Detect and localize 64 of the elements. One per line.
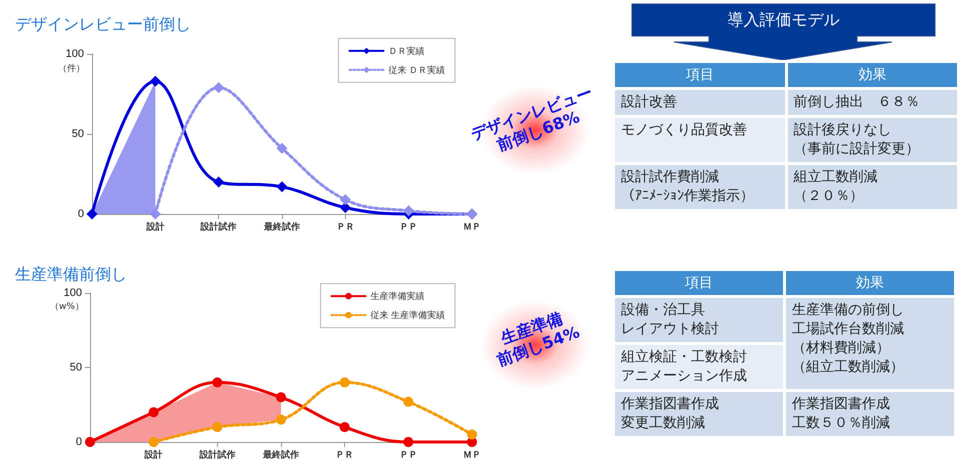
text: 生産準備の前倒し工場試作台数削減（材料費削減）（組立工数削減） <box>792 301 905 377</box>
text: 作業指図書作成工数５０％削減 <box>792 395 891 433</box>
x-tick-label: 設計試作 <box>200 222 237 232</box>
point <box>276 181 288 192</box>
point <box>213 82 224 94</box>
text: 組立工数削減（２０％） <box>794 168 878 206</box>
text: 項目 <box>615 63 784 87</box>
point <box>148 437 159 447</box>
y-axis-title: （件） <box>58 62 85 75</box>
text: 設計改善 <box>621 93 678 112</box>
text: 項目 <box>615 271 783 295</box>
x-tick-label: 最終試作 <box>262 450 299 460</box>
text: 効果 <box>788 63 957 87</box>
point <box>340 422 350 432</box>
x-tick-label: ＰＲ <box>336 450 354 460</box>
y-tick-label: 0 <box>76 436 82 448</box>
text: 設計試作費削減（ｱﾆﾒｰｼｮﾝ作業指示） <box>621 168 755 206</box>
point <box>150 208 161 220</box>
point <box>150 76 161 87</box>
point <box>276 142 288 154</box>
legend-label: ＤＲ実績 <box>388 46 424 56</box>
annotation: デザインレビュー前倒し68% <box>467 81 596 157</box>
point <box>212 422 222 432</box>
x-tick-label: 設計 <box>145 222 164 232</box>
x-tick-label: 最終試作 <box>263 222 300 232</box>
y-tick-label: 50 <box>72 128 84 140</box>
text: 効果 <box>786 271 954 295</box>
y-tick-label: 0 <box>78 208 84 220</box>
legend-label: 従来 生産準備実績 <box>370 310 446 320</box>
point <box>212 377 222 388</box>
y-tick-label: 100 <box>66 48 84 60</box>
point <box>340 202 351 214</box>
text: 設計後戻りなし（事前に設計変更） <box>794 121 920 159</box>
x-tick-label: ＭＰ <box>463 450 481 460</box>
point <box>467 430 477 440</box>
x-tick-label: ＰＲ <box>336 222 354 232</box>
point <box>340 377 350 388</box>
x-tick-label: 設計試作 <box>198 450 236 460</box>
point <box>403 437 414 447</box>
y-axis-title: （w%） <box>50 301 84 313</box>
text: モノづくり品質改善 <box>621 121 748 140</box>
point <box>403 396 414 407</box>
point <box>403 205 414 216</box>
text: 前倒し抽出 ６８％ <box>794 93 920 112</box>
point <box>213 176 224 188</box>
text: 導入評価モデル <box>726 9 840 31</box>
point <box>340 194 351 206</box>
y-tick-label: 50 <box>70 362 82 374</box>
chart-title: 生産準備前倒し <box>15 266 127 284</box>
text: 設備・治工具レイアウト検討 <box>621 301 720 339</box>
x-tick-label: ＰＰ <box>399 450 418 460</box>
legend-label: 従来 ＤＲ実績 <box>388 64 446 75</box>
y-tick-label: 100 <box>64 287 82 299</box>
legend-label: 生産準備実績 <box>370 291 424 302</box>
point <box>276 414 286 425</box>
point <box>276 392 286 402</box>
x-tick-label: 設計 <box>144 450 163 460</box>
x-tick-label: ＰＰ <box>400 222 418 232</box>
text: 生産準備前倒し54% <box>493 307 584 372</box>
text: 作業指図書作成変更工数削減 <box>621 395 720 433</box>
chart-title: デザインレビュー前倒し <box>15 16 191 34</box>
point <box>148 407 159 418</box>
x-tick-label: ＭＰ <box>463 222 481 232</box>
text: 組立検証・工数検討アニメーション作成 <box>621 348 748 386</box>
